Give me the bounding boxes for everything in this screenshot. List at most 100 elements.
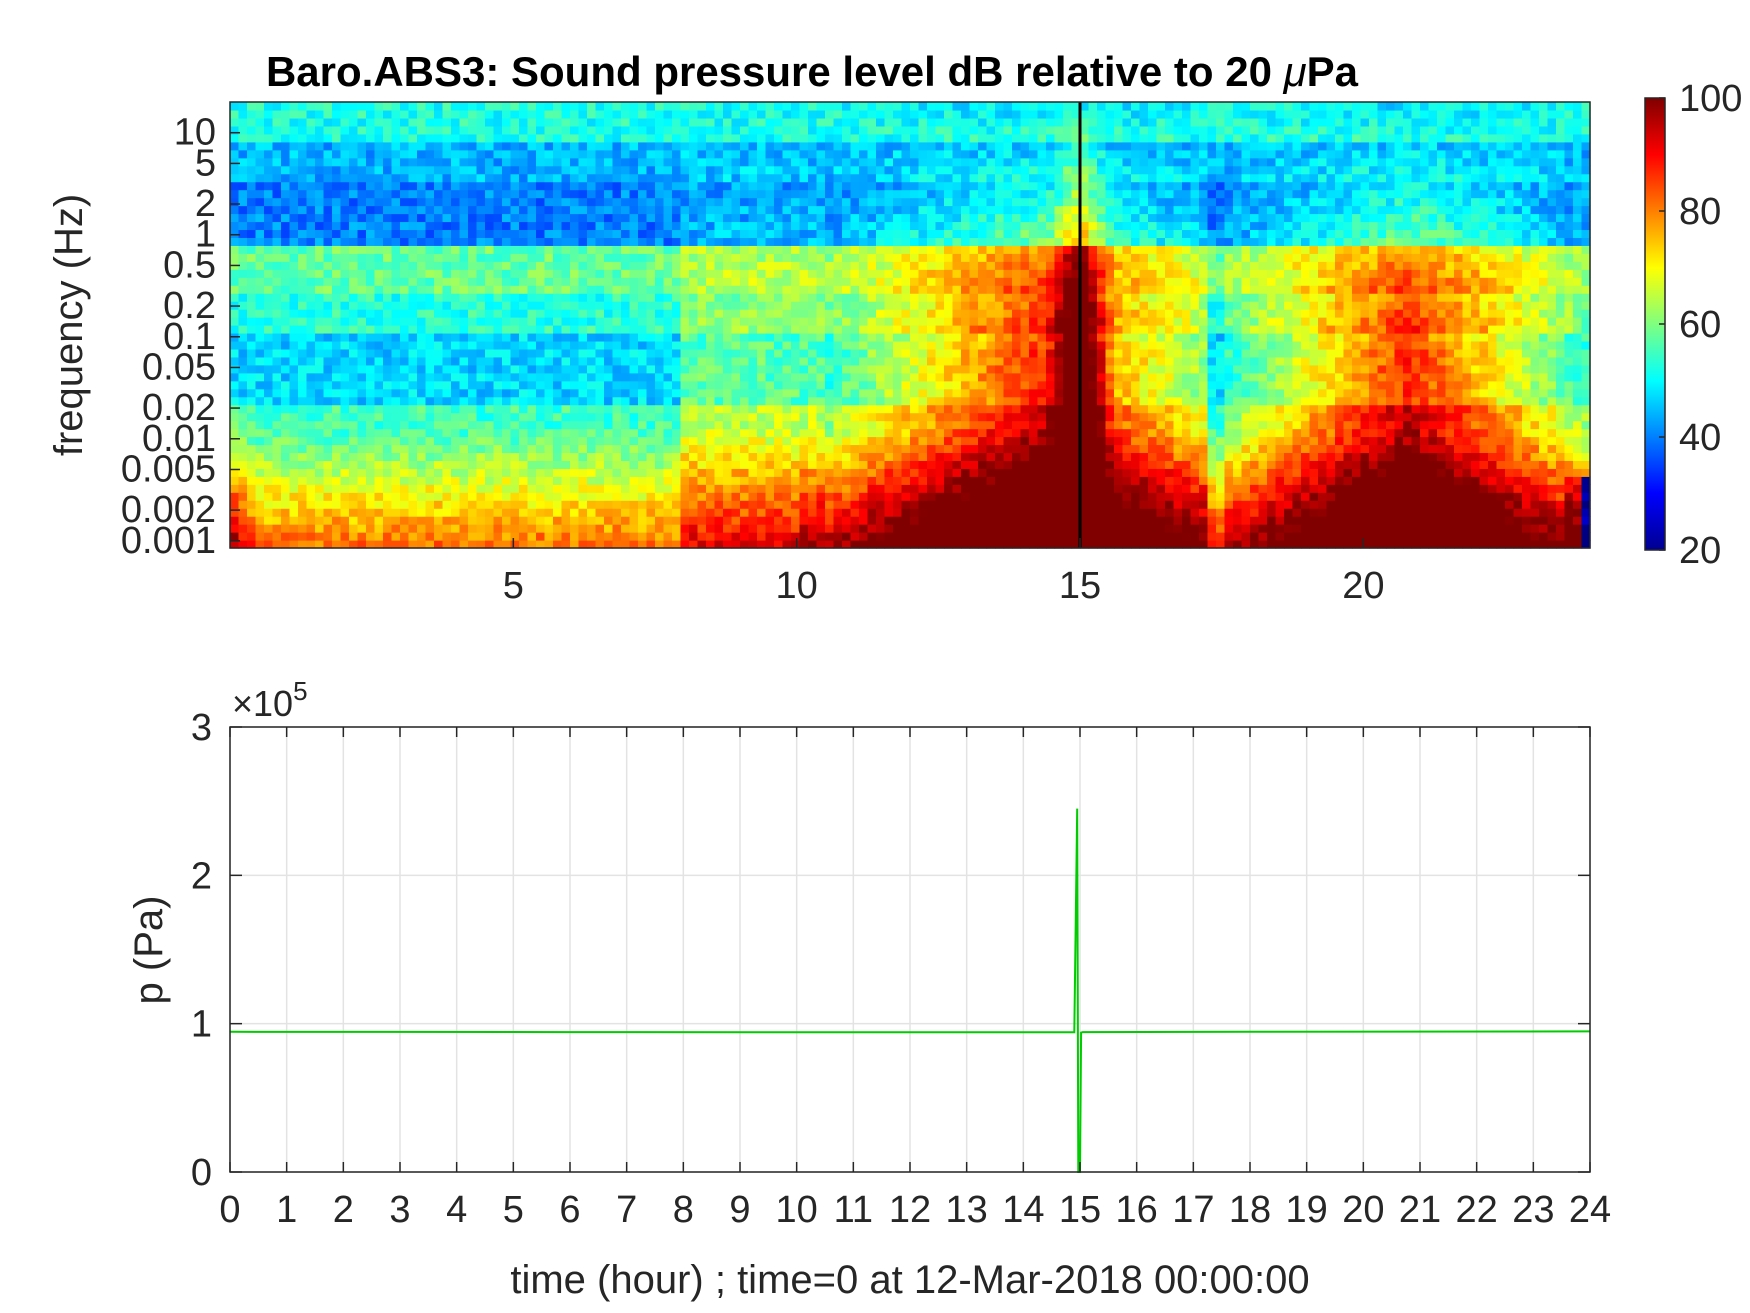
- spectrogram-cell: [349, 412, 359, 422]
- spectrogram-cell: [910, 388, 920, 398]
- spectrogram-cell: [791, 317, 801, 326]
- spectrogram-cell: [485, 396, 495, 406]
- spectrogram-cell: [791, 540, 801, 549]
- spectrogram-cell: [306, 396, 316, 406]
- spectrogram-cell: [451, 396, 461, 406]
- spectrogram-cell: [493, 237, 503, 246]
- spectrogram-cell: [476, 420, 486, 430]
- spectrogram-cell: [553, 253, 563, 262]
- spectrogram-cell: [247, 102, 257, 111]
- spectrogram-cell: [672, 348, 682, 358]
- spectrogram-cell: [689, 340, 699, 350]
- spectrogram-cell: [238, 285, 248, 294]
- spectrogram-cell: [757, 301, 767, 310]
- spectrogram-cell: [230, 540, 240, 549]
- spectrogram-cell: [918, 125, 928, 135]
- spectrogram-cell: [612, 500, 622, 509]
- spectrogram-cell: [663, 508, 673, 517]
- spectrogram-cell: [808, 332, 818, 342]
- spectrogram-cell: [527, 197, 537, 207]
- spectrogram-cell: [629, 404, 639, 414]
- spectrogram-cell: [272, 380, 282, 390]
- spectrogram-cell: [349, 245, 359, 254]
- spectrogram-cell: [468, 524, 478, 533]
- spectrogram-cell: [255, 500, 265, 509]
- spectrogram-cell: [595, 396, 605, 406]
- spectrogram-cell: [978, 133, 988, 143]
- spectrogram-cell: [697, 468, 707, 477]
- spectrogram-cell: [536, 293, 546, 302]
- spectrogram-cell: [986, 516, 996, 525]
- spectrogram-cell: [680, 396, 690, 406]
- spectrogram-cell: [391, 348, 401, 358]
- spectrogram-cell: [383, 404, 393, 414]
- spectrogram-cell: [400, 500, 410, 509]
- spectrogram-cell: [340, 285, 350, 294]
- spectrogram-cell: [451, 428, 461, 438]
- spectrogram-cell: [621, 428, 631, 438]
- spectrogram-cell: [825, 221, 835, 231]
- spectrogram-cell: [765, 125, 775, 135]
- spectrogram-cell: [706, 181, 716, 191]
- spectrogram-cell: [952, 102, 962, 111]
- spectrogram-cell: [391, 484, 401, 493]
- spectrogram-cell: [612, 372, 622, 382]
- spectrogram-cell: [519, 173, 529, 183]
- spectrogram-cell: [306, 372, 316, 382]
- spectrogram-cell: [918, 237, 928, 246]
- spectrogram-cell: [468, 197, 478, 207]
- spectrogram-cell: [544, 492, 554, 501]
- spectrogram-cell: [646, 173, 656, 183]
- spectrogram-cell: [578, 364, 588, 374]
- spectrogram-cell: [315, 476, 325, 485]
- spectrogram-cell: [468, 356, 478, 366]
- spectrogram-cell: [587, 253, 597, 262]
- spectrogram-cell: [281, 364, 291, 374]
- spectrogram-cell: [306, 189, 316, 199]
- spectrogram-cell: [238, 476, 248, 485]
- spectrogram-cell: [587, 189, 597, 199]
- spectrogram-cell: [561, 277, 571, 286]
- spectrogram-cell: [876, 444, 886, 454]
- spectrogram-cell: [876, 125, 886, 135]
- spectrogram-cell: [570, 340, 580, 350]
- spectrogram-cell: [468, 269, 478, 278]
- spectrogram-cell: [969, 412, 979, 422]
- spectrogram-cell: [442, 173, 452, 183]
- spectrogram-cell: [884, 492, 894, 501]
- spectrogram-cell: [230, 102, 240, 111]
- spectrogram-cell: [706, 205, 716, 215]
- spectrogram-cell: [680, 285, 690, 294]
- spectrogram-cell: [595, 508, 605, 517]
- spectrogram-cell: [689, 332, 699, 342]
- spectrogram-cell: [434, 532, 444, 541]
- spectrogram-cell: [706, 133, 716, 143]
- spectrogram-cell: [281, 293, 291, 302]
- spectrogram-cell: [969, 404, 979, 414]
- spectrogram-cell: [408, 396, 418, 406]
- spectrogram-cell: [825, 125, 835, 135]
- spectrogram-cell: [459, 508, 469, 517]
- spectrogram-cell: [706, 364, 716, 374]
- spectrogram-cell: [289, 404, 299, 414]
- title-mu: μ: [1283, 48, 1307, 95]
- spectrogram-cell: [527, 109, 537, 119]
- spectrogram-cell: [255, 468, 265, 477]
- spectrogram-cell: [867, 301, 877, 310]
- spectrogram-cell: [646, 516, 656, 525]
- spectrogram-cell: [935, 412, 945, 422]
- spectrogram-cell: [400, 524, 410, 533]
- spectrogram-cell: [808, 325, 818, 334]
- spectrogram-cell: [646, 356, 656, 366]
- spectrogram-cell: [493, 221, 503, 231]
- spectrogram-cell: [536, 125, 546, 135]
- spectrogram-cell: [893, 516, 903, 525]
- spectrogram-cell: [969, 229, 979, 238]
- spectrogram-cell: [272, 444, 282, 454]
- spectrogram-cell: [842, 372, 852, 382]
- spectrogram-cell: [884, 516, 894, 525]
- spectrogram-cell: [425, 197, 435, 207]
- spectrogram-cell: [697, 253, 707, 262]
- spectrogram-cell: [544, 141, 554, 151]
- spectrogram-cell: [646, 372, 656, 382]
